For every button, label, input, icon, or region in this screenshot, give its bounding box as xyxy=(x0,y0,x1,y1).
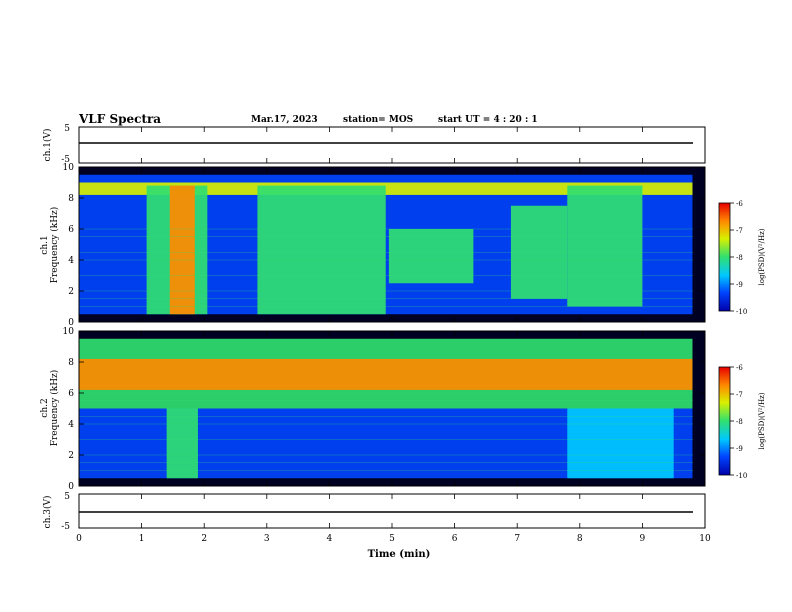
ch2-spectrogram-image xyxy=(79,331,705,486)
x-tick-label: 6 xyxy=(452,534,458,544)
ch2-frequency-label: Frequency (kHz) xyxy=(49,370,60,447)
ch1-tick-minus5: -5 xyxy=(61,155,70,165)
ch1-channel-label: ch.1 xyxy=(40,235,50,254)
x-tick-label: 7 xyxy=(514,534,520,544)
ch1-tick-5: 5 xyxy=(64,124,70,134)
ch2-spectrogram-panel xyxy=(78,330,706,487)
ch1-spectrogram-image xyxy=(79,167,705,322)
spectrogram-band xyxy=(388,229,474,284)
spectrogram-band xyxy=(567,408,674,479)
x-tick-label: 4 xyxy=(327,534,333,544)
x-axis-label: Time (min) xyxy=(368,549,431,560)
x-tick-label: 1 xyxy=(139,534,145,544)
ch1-ylabel: ch.1(V) xyxy=(42,129,53,162)
y-tick-label: 8 xyxy=(68,358,74,368)
x-tick-label: 0 xyxy=(76,534,82,544)
spectrogram-band xyxy=(257,185,386,315)
y-tick-label: 10 xyxy=(63,327,75,337)
y-tick-label: 6 xyxy=(68,389,74,399)
y-tick-label: 0 xyxy=(68,318,74,328)
x-tick-label: 9 xyxy=(640,534,646,544)
colorbar-ticks: -6 -7 -8 -9 -10 -6 -7 -8 -9 -10 xyxy=(730,200,747,480)
y-tick-label: 4 xyxy=(68,256,74,266)
colorbar-tick-label: -8 xyxy=(736,254,743,262)
spectrogram-band xyxy=(79,358,693,390)
y-tick-label: 6 xyxy=(68,225,74,235)
ch2-colorbar-label: log(PSD)(V²/Hz) xyxy=(758,392,766,449)
x-tick-label: 3 xyxy=(264,534,270,544)
ch2-colorbar xyxy=(718,366,731,476)
colorbar-tick-label: -7 xyxy=(736,391,743,399)
y-tick-label: 8 xyxy=(68,194,74,204)
ch3-tick-minus5: -5 xyxy=(61,522,70,532)
x-tick-label: 10 xyxy=(699,534,711,544)
colorbar-tick-label: -9 xyxy=(736,445,743,453)
colorbar-tick-label: -10 xyxy=(736,472,747,480)
start-time-label: start UT = 4 : 20 : 1 xyxy=(438,115,538,125)
x-tick-label: 2 xyxy=(201,534,207,544)
ch3-waveform-panel xyxy=(78,493,706,529)
ch1-frequency-ticks: 0 2 4 6 8 10 xyxy=(63,163,705,328)
colorbar-tick-label: -7 xyxy=(736,227,743,235)
colorbar-tick-label: -10 xyxy=(736,308,747,316)
spectrogram-band xyxy=(169,185,195,315)
y-tick-label: 2 xyxy=(68,287,74,297)
ch3-ylabel: ch.3(V) xyxy=(42,496,53,529)
ch2-frequency-ticks: 0 2 4 6 8 10 xyxy=(63,327,705,492)
figure-title: VLF Spectra xyxy=(79,112,162,126)
ch1-waveform-panel xyxy=(78,126,706,164)
date-label: Mar.17, 2023 xyxy=(251,115,318,125)
ch3-tick-5: 5 xyxy=(64,492,70,502)
y-tick-label: 4 xyxy=(68,420,74,430)
colorbar-tick-label: -6 xyxy=(736,364,743,372)
x-tick-label: 8 xyxy=(577,534,583,544)
y-tick-label: 10 xyxy=(63,163,75,173)
ch1-frequency-label: Frequency (kHz) xyxy=(49,207,60,284)
colorbar-tick-label: -6 xyxy=(736,200,743,208)
colorbar-tick-label: -9 xyxy=(736,281,743,289)
colorbar-tick-label: -8 xyxy=(736,418,743,426)
spectrogram-band xyxy=(166,408,198,479)
y-tick-label: 0 xyxy=(68,482,74,492)
ch1-colorbar-label: log(PSD)(V²/Hz) xyxy=(758,228,766,285)
y-tick-label: 2 xyxy=(68,451,74,461)
ch2-channel-label: ch.2 xyxy=(40,398,50,417)
ch1-spectrogram-panel xyxy=(78,166,706,323)
time-axis-ticks: 0 1 2 3 4 5 6 7 8 9 10 xyxy=(76,127,711,544)
station-label: station= MOS xyxy=(343,115,414,125)
spectrogram-band xyxy=(567,185,643,307)
x-tick-label: 5 xyxy=(389,534,395,544)
ch1-colorbar xyxy=(718,202,731,312)
